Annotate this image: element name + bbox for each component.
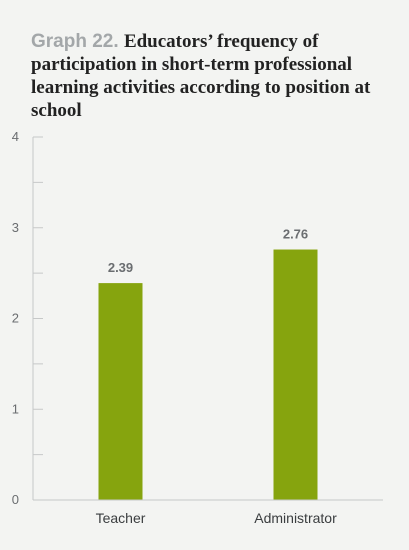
- y-tick-label: 3: [12, 220, 19, 235]
- y-tick-label: 0: [12, 492, 19, 507]
- chart-title: Graph 22. Educators’ frequency of partic…: [31, 30, 391, 122]
- bar-teacher: [98, 283, 143, 500]
- data-label: 2.76: [283, 227, 308, 242]
- x-category-label: Administrator: [254, 510, 337, 526]
- chart-title-prefix: Graph 22.: [31, 31, 119, 52]
- x-category-label: Teacher: [96, 510, 146, 526]
- bar-administrator: [273, 249, 318, 500]
- x-axis: Teacher Administrator: [33, 499, 383, 526]
- y-tick-label: 4: [12, 129, 19, 144]
- bars: 2.39 2.76: [98, 227, 318, 500]
- chart-title-text: Educators’ frequency of participation in…: [31, 31, 371, 121]
- y-tick-label: 2: [12, 311, 19, 326]
- y-axis: 0 1 2 3 4: [12, 129, 43, 507]
- data-label: 2.39: [108, 260, 133, 275]
- y-tick-label: 1: [12, 401, 19, 416]
